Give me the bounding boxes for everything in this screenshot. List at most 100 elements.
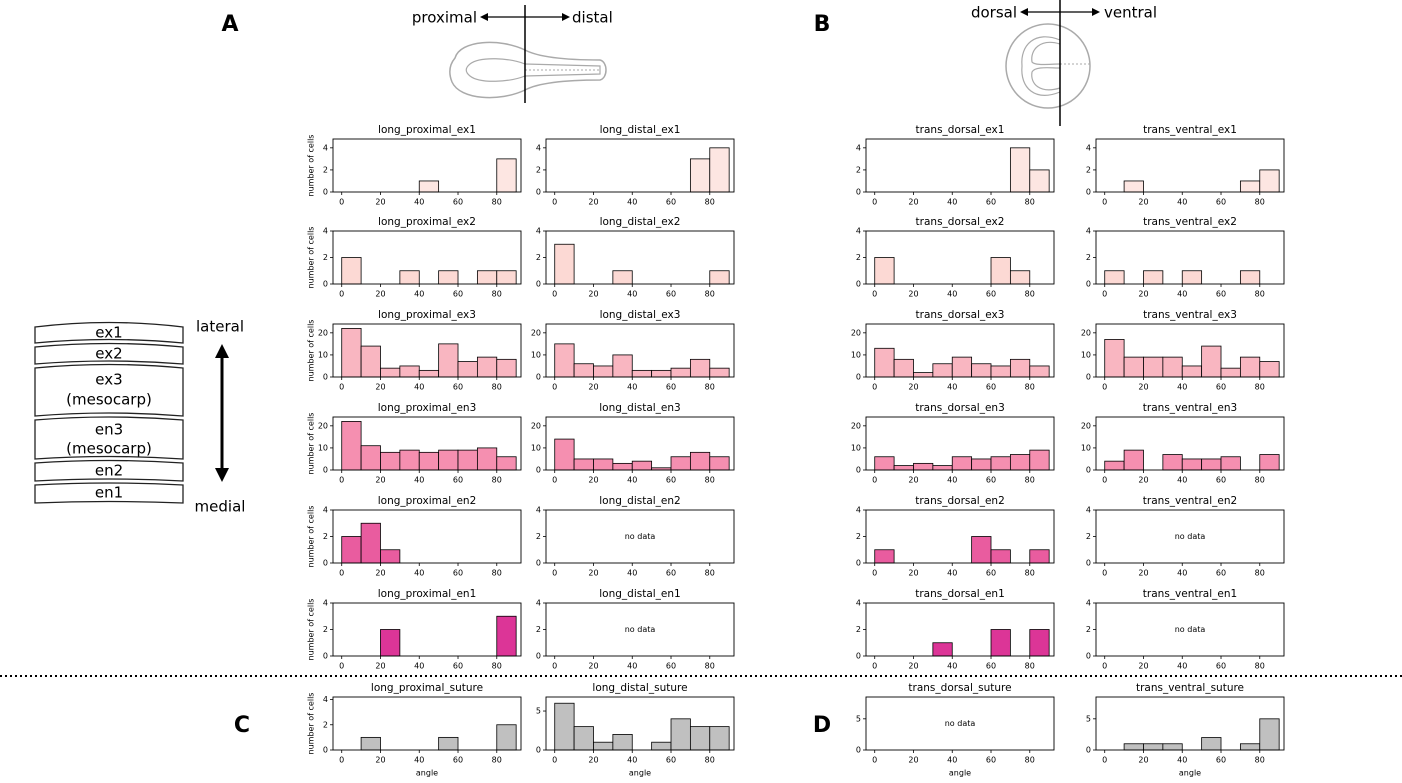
- x-tick-label: 80: [492, 198, 502, 207]
- x-tick-label: 20: [1138, 476, 1148, 485]
- x-tick-label: 40: [1177, 198, 1187, 207]
- y-tick-label: 0: [536, 652, 541, 661]
- x-tick-label: 20: [375, 662, 385, 671]
- histogram-bar: [496, 358, 517, 378]
- x-tick-label: 80: [1025, 476, 1035, 485]
- x-tick-label: 80: [705, 569, 715, 578]
- y-tick-label: 10: [1081, 443, 1091, 452]
- chart-title: long_distal_en3: [599, 402, 680, 414]
- x-tick-label: 40: [414, 198, 424, 207]
- x-tick-label: 60: [453, 290, 463, 299]
- histogram-bar: [1220, 456, 1241, 471]
- x-tick-label: 0: [552, 756, 557, 765]
- chart-title: trans_dorsal_ex2: [916, 216, 1005, 228]
- y-axis-label: number of cells: [307, 227, 316, 289]
- x-tick-label: 0: [552, 569, 557, 578]
- x-tick-label: 40: [947, 198, 957, 207]
- x-tick-label: 0: [872, 476, 877, 485]
- x-tick-label: 40: [1177, 662, 1187, 671]
- histogram-bar: [1239, 356, 1261, 378]
- y-tick-label: 0: [856, 559, 861, 568]
- chart-title: long_proximal_ex1: [378, 124, 476, 136]
- y-tick-label: 0: [323, 746, 328, 755]
- panel-label: B: [814, 12, 831, 37]
- x-tick-label: 20: [908, 290, 918, 299]
- histogram-bar: [1259, 718, 1280, 751]
- chart-title: long_proximal_en3: [378, 402, 477, 414]
- x-tick-label: 20: [375, 198, 385, 207]
- histogram-bar: [1009, 147, 1031, 193]
- plot-frame: [545, 323, 735, 378]
- x-tick-label: 0: [872, 662, 877, 671]
- x-tick-label: 20: [1138, 569, 1148, 578]
- histogram-bar: [990, 257, 1011, 285]
- x-tick-label: 80: [1255, 198, 1265, 207]
- x-tick-label: 20: [908, 383, 918, 392]
- x-tick-label: 20: [1138, 290, 1148, 299]
- x-tick-label: 80: [705, 198, 715, 207]
- x-axis-label: angle: [629, 769, 651, 778]
- layer-label: en3: [95, 421, 123, 439]
- x-tick-label: 0: [339, 476, 344, 485]
- x-tick-label: 40: [1177, 476, 1187, 485]
- y-tick-label: 10: [1081, 350, 1091, 359]
- x-tick-label: 20: [375, 383, 385, 392]
- histogram-bar: [612, 734, 633, 751]
- histogram-bar: [951, 456, 973, 471]
- y-axis-label: number of cells: [307, 693, 316, 755]
- x-tick-label: 80: [1255, 662, 1265, 671]
- chart-title: long_distal_ex1: [600, 124, 681, 136]
- panel-label: C: [234, 713, 250, 738]
- histogram-bar: [360, 522, 381, 564]
- x-tick-label: 0: [339, 756, 344, 765]
- histogram-bar: [438, 270, 459, 285]
- y-tick-label: 0: [323, 559, 328, 568]
- y-axis-label: number of cells: [307, 413, 316, 475]
- x-tick-label: 20: [588, 756, 598, 765]
- histogram-bar: [360, 345, 381, 378]
- y-tick-label: 2: [536, 253, 541, 262]
- y-tick-label: 0: [323, 188, 328, 197]
- y-tick-label: 10: [531, 443, 541, 452]
- x-tick-label: 40: [1177, 383, 1187, 392]
- histogram-bar: [990, 549, 1011, 564]
- y-tick-label: 4: [536, 227, 541, 236]
- histogram-bar: [670, 456, 691, 471]
- y-tick-label: 4: [856, 506, 861, 515]
- annotation: no data: [1175, 532, 1206, 541]
- histogram-bar: [1029, 629, 1050, 657]
- histogram-bar: [1259, 169, 1280, 193]
- x-tick-label: 80: [1025, 756, 1035, 765]
- histogram-bar: [1123, 356, 1144, 378]
- y-tick-label: 10: [318, 443, 328, 452]
- histogram-bar: [1029, 365, 1050, 378]
- y-tick-label: 2: [1086, 532, 1091, 541]
- x-tick-label: 80: [492, 290, 502, 299]
- histogram-bar: [913, 372, 934, 378]
- y-axis-label: number of cells: [307, 599, 316, 661]
- histogram-bar: [709, 367, 730, 378]
- histogram-bar: [554, 243, 575, 285]
- histogram-bar: [1123, 743, 1144, 751]
- histogram-bar: [360, 445, 381, 471]
- y-tick-label: 10: [851, 443, 861, 452]
- x-tick-label: 40: [947, 476, 957, 485]
- x-tick-label: 40: [947, 662, 957, 671]
- histogram-bar: [689, 358, 711, 378]
- x-tick-label: 40: [414, 756, 424, 765]
- x-tick-label: 40: [627, 198, 637, 207]
- x-tick-label: 60: [986, 662, 996, 671]
- histogram-bar: [496, 456, 517, 471]
- histogram-bar: [496, 158, 517, 193]
- histogram-bar: [1009, 270, 1031, 285]
- x-tick-label: 20: [908, 756, 918, 765]
- x-tick-label: 0: [552, 198, 557, 207]
- histogram-bar: [689, 726, 711, 751]
- x-tick-label: 40: [627, 756, 637, 765]
- x-tick-label: 0: [552, 383, 557, 392]
- x-tick-label: 0: [872, 383, 877, 392]
- x-tick-label: 80: [492, 476, 502, 485]
- x-tick-label: 40: [947, 569, 957, 578]
- y-tick-label: 2: [856, 625, 861, 634]
- y-tick-label: 2: [536, 625, 541, 634]
